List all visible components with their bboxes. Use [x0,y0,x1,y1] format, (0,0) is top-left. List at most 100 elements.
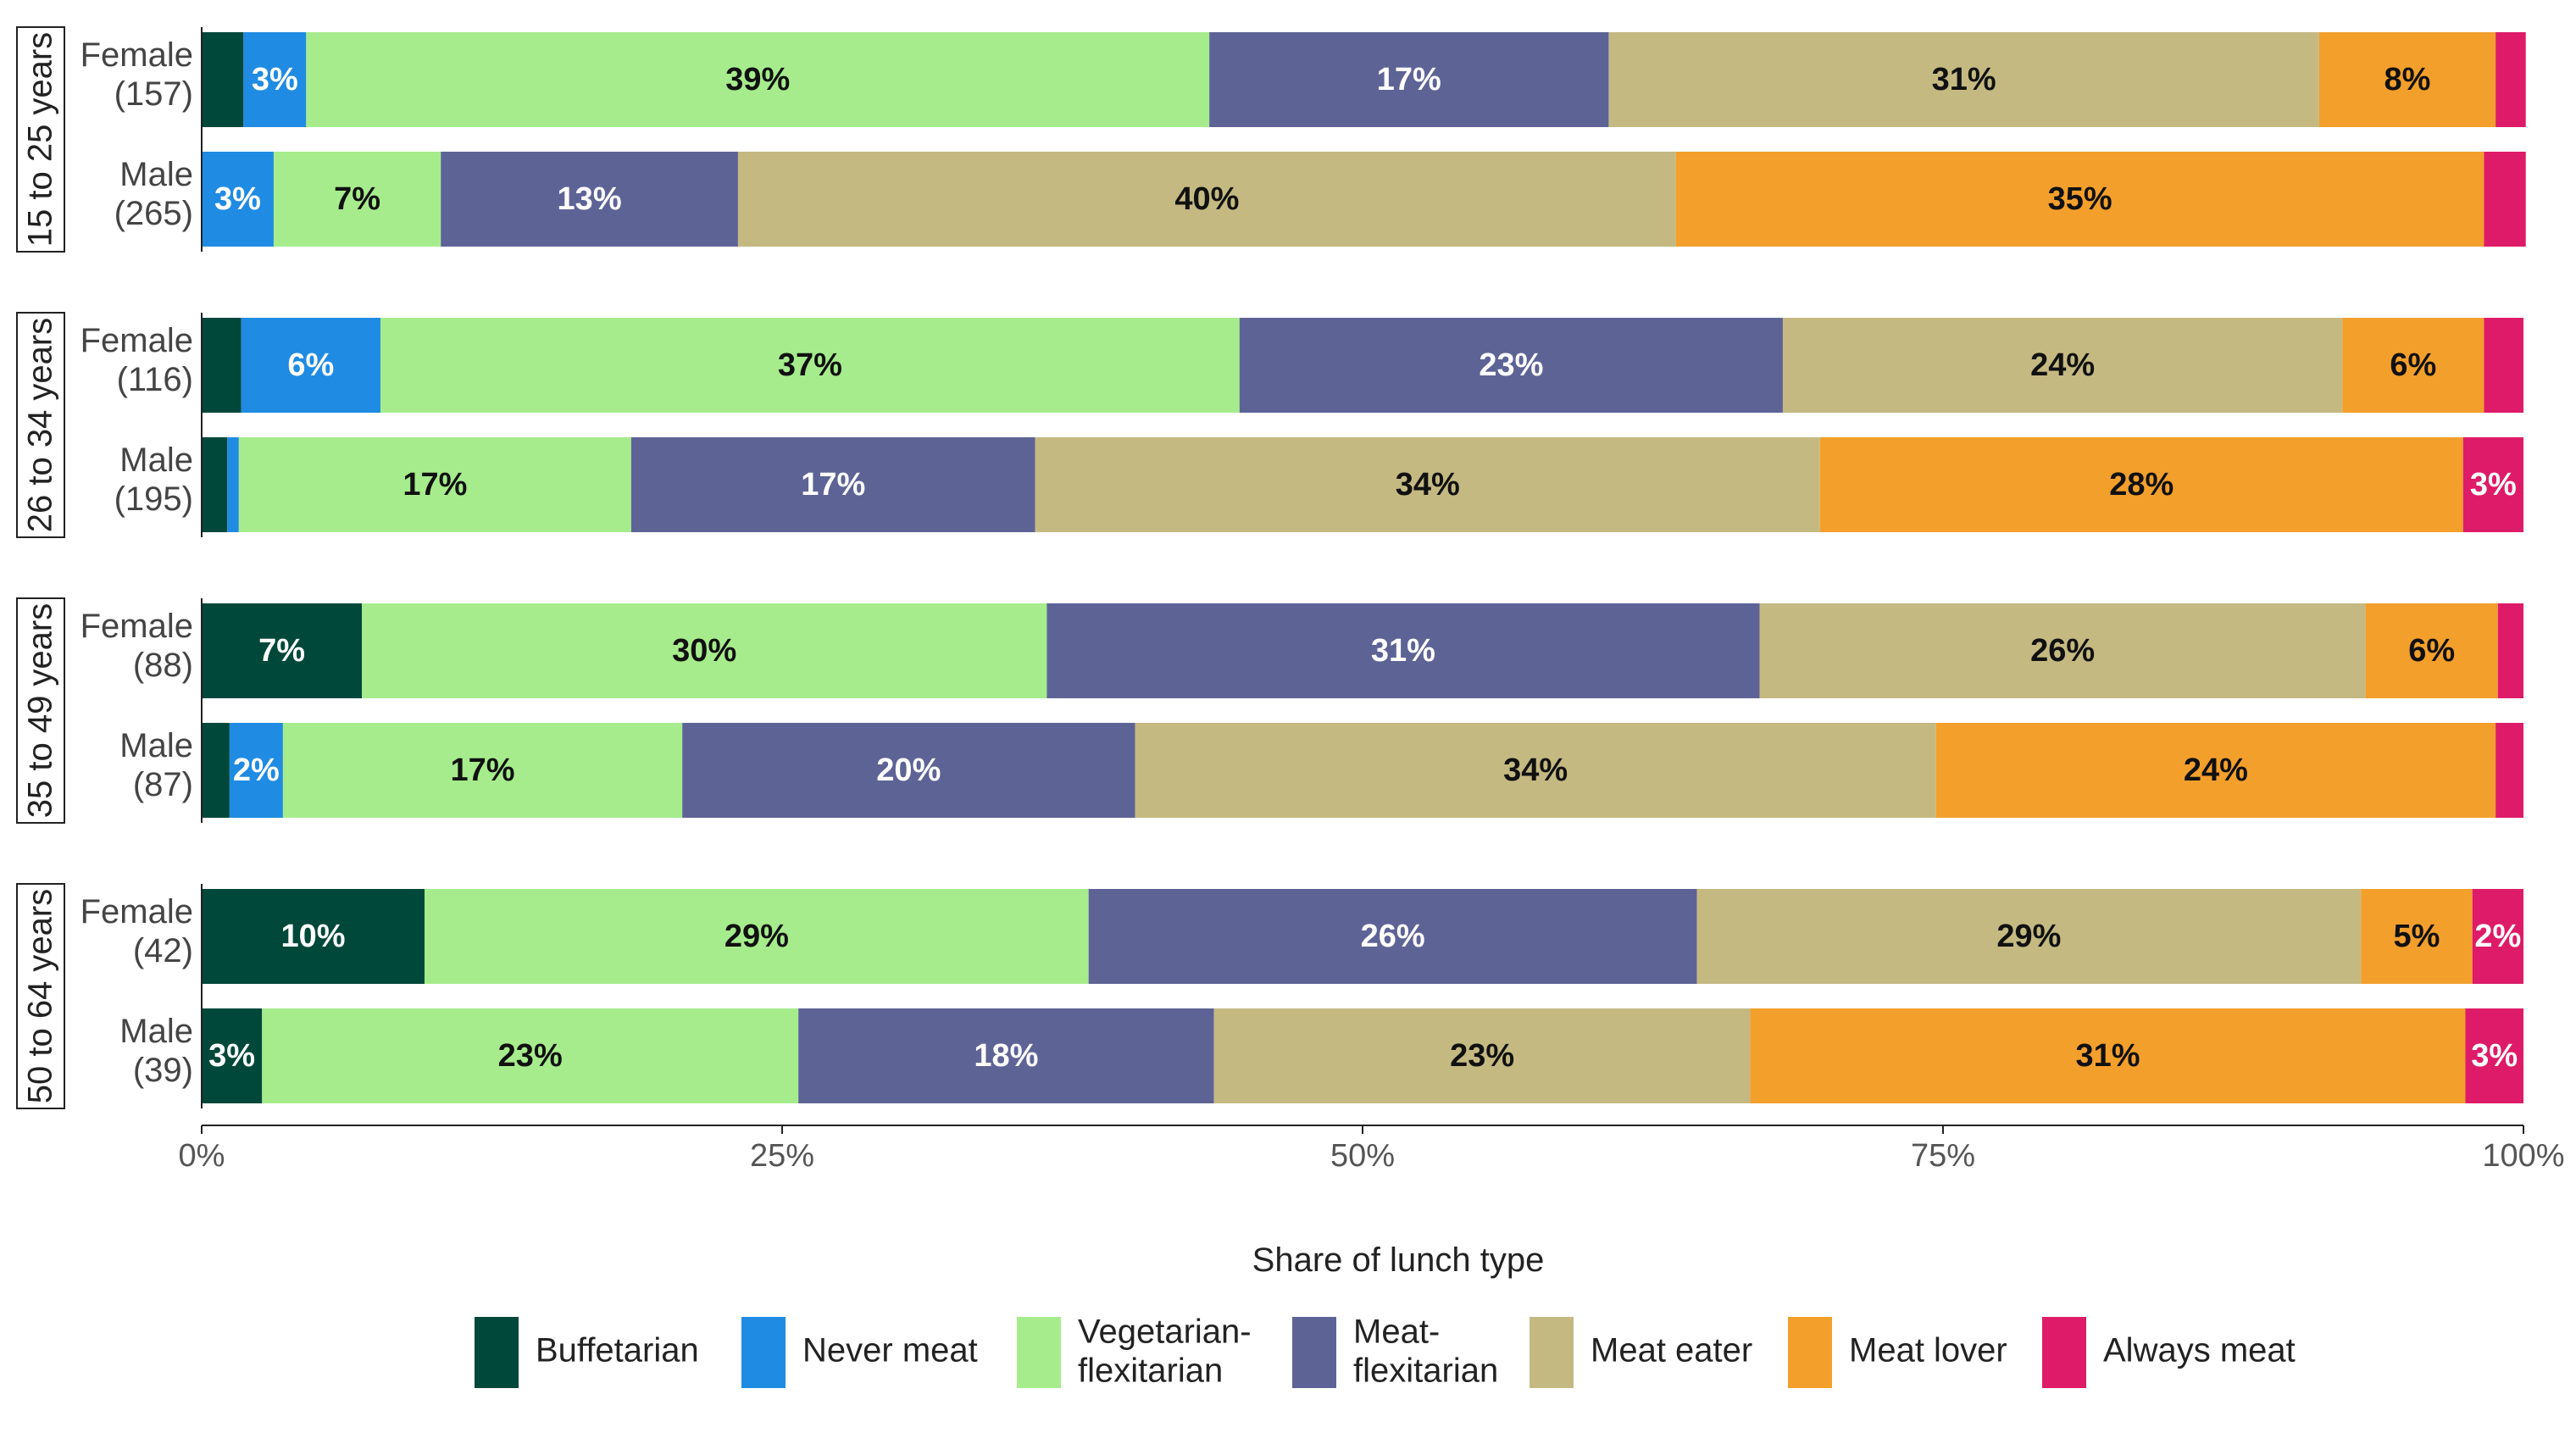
bar-segment [202,318,242,413]
legend-swatch [2042,1317,2086,1388]
legend-swatch [1530,1317,1574,1388]
data-label: 8% [2384,62,2431,97]
row-label-count: (42) [133,932,193,969]
data-label: 26% [1361,919,1425,954]
data-label: 29% [724,919,789,954]
bar-segment [1819,437,2463,532]
bar-segment [2342,318,2484,413]
legend-label: flexitarian [1078,1352,1223,1390]
bar-segment [798,1008,1214,1103]
row-label-count: (88) [133,647,193,684]
row-label-name: Female [80,36,193,74]
data-label: 17% [1377,62,1441,97]
row-label-count: (195) [114,480,193,518]
data-label: 17% [402,467,467,503]
row-label-name: Male [119,442,193,479]
row-label-count: (157) [114,75,193,113]
data-label: 34% [1503,753,1568,788]
row-labels: Female(157)Male(265)Female(116)Male(195)… [80,36,193,1089]
legend-label: Always meat [2103,1332,2296,1369]
data-label: 40% [1174,181,1239,217]
x-tick-label: 100% [2482,1138,2564,1174]
bar-segment [682,723,1135,818]
bar-segment [202,603,363,698]
bar-segment [282,723,683,818]
bar-segment [1209,32,1609,127]
bar-segment [1675,152,2484,247]
axes-layer: 0% 25% 50% 75% 100% [179,27,2565,1174]
bar-segment [202,32,244,127]
data-label: 2% [2474,919,2521,954]
x-tick-label: 75% [1911,1138,1975,1174]
bar-segment [2484,152,2526,247]
x-tick-label: 0% [179,1138,225,1174]
data-label: 17% [451,753,515,788]
data-label: 18% [974,1038,1038,1074]
facet-label: 35 to 49 years [22,603,59,819]
legend-label: Meat eater [1591,1332,1752,1369]
bar-segment [1696,889,2362,984]
data-label: 5% [2393,919,2440,954]
bar-segment [2462,437,2523,532]
bar-segment [737,152,1676,247]
bar-segment [273,152,441,247]
facet-strips: 15 to 25 years 26 to 34 years 35 to 49 yea… [16,26,65,1109]
row-label-count: (39) [133,1052,193,1089]
bar-segment [2497,603,2523,698]
bar-segment [2496,723,2523,818]
data-label: 31% [1932,62,1996,97]
x-axis-title: Share of lunch type [1252,1241,1545,1279]
facet-strip-box [16,312,65,538]
data-label: 39% [725,62,790,97]
facet-label: 15 to 25 years [22,32,59,247]
legend-swatch [1017,1317,1061,1388]
bar-segment [202,152,274,247]
bar-segment [2361,889,2473,984]
data-label: 20% [876,753,941,788]
bar-segment [238,437,631,532]
legend-label: Meat- [1353,1314,1440,1351]
bar-segment [262,1008,799,1103]
data-label: 23% [1479,347,1543,383]
bar-segment [1239,318,1783,413]
bar-segment [2496,32,2526,127]
data-label: 13% [558,181,622,217]
data-label: 37% [778,347,842,383]
bar-segment [1088,889,1697,984]
data-label: 26% [2030,633,2095,669]
bar-segment [2365,603,2498,698]
data-label: 30% [672,633,736,669]
data-label: 24% [2030,347,2095,383]
data-label: 35% [2048,181,2112,217]
bar-segment [1750,1008,2466,1103]
bar-segment [1213,1008,1751,1103]
bar-segment [1759,603,2366,698]
data-label: 3% [2470,467,2517,503]
row-label-name: Female [80,322,193,359]
row-label-name: Male [119,156,193,193]
data-label: 6% [2408,633,2455,669]
data-label: 7% [334,181,380,217]
data-label: 29% [1996,919,2061,954]
bar-segment [1935,723,2496,818]
facet-label: 26 to 34 years [22,318,59,533]
data-label: 7% [258,633,305,669]
data-label: 34% [1396,467,1460,503]
bar-segment [1046,603,1760,698]
x-tick-label: 25% [750,1138,814,1174]
data-label: 24% [2184,753,2248,788]
legend-label: Never meat [802,1332,978,1369]
data-label: 3% [2471,1038,2518,1074]
data-label: 3% [252,62,298,97]
facet-strip-box [16,883,65,1109]
legend-swatch [1292,1317,1336,1388]
bar-segment [229,723,283,818]
bar-segment [227,437,239,532]
bar-segment [243,32,307,127]
legend-label: Meat lover [1849,1332,2007,1369]
data-label: 31% [2076,1038,2140,1074]
data-label: 23% [1450,1038,1514,1074]
bar-segment [425,889,1089,984]
